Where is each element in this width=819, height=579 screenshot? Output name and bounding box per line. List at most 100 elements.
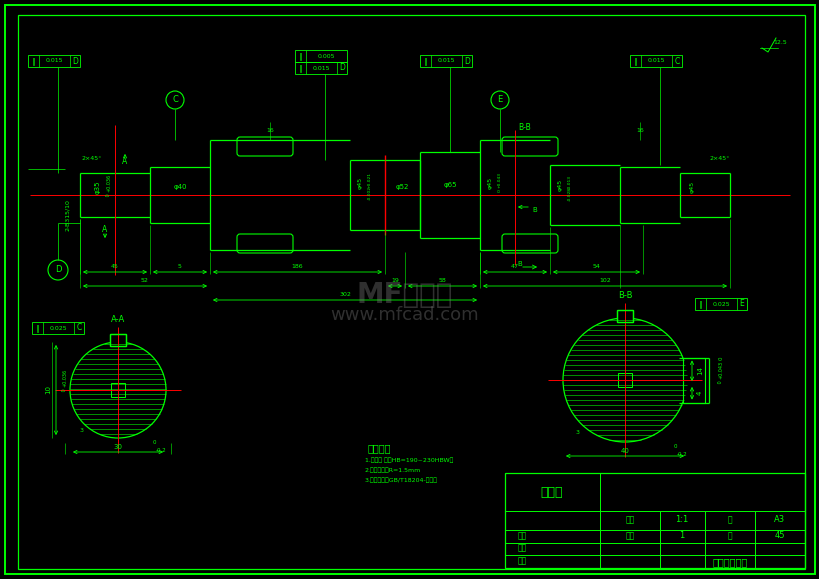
FancyBboxPatch shape: [237, 137, 292, 156]
Text: 输出轴: 输出轴: [540, 486, 563, 499]
Text: A: A: [122, 156, 128, 166]
Text: 47: 47: [510, 265, 518, 269]
Bar: [295, 62, 346, 74]
Text: +0.043: +0.043: [497, 172, 501, 188]
Text: E: E: [497, 96, 502, 104]
Text: ∥: ∥: [298, 52, 302, 60]
Text: C: C: [673, 57, 679, 65]
Text: 14: 14: [696, 367, 702, 375]
Text: φ65: φ65: [443, 182, 456, 188]
Text: 0.015: 0.015: [312, 65, 330, 71]
Bar: [629, 55, 681, 67]
Text: +0.036: +0.036: [62, 369, 67, 387]
Text: 30: 30: [113, 444, 122, 450]
Text: 0.015: 0.015: [647, 58, 664, 64]
Text: 0.015: 0.015: [46, 58, 63, 64]
Text: A: A: [102, 225, 107, 233]
Text: B: B: [532, 207, 536, 213]
Text: MF沐风网: MF沐风网: [356, 281, 453, 309]
Text: 1: 1: [679, 532, 684, 541]
Text: 版次: 版次: [625, 532, 634, 541]
Bar: [616, 310, 632, 322]
Text: 16: 16: [636, 127, 643, 133]
Text: 1.热处理 达到HB=190~230HBW．: 1.热处理 达到HB=190~230HBW．: [364, 457, 453, 463]
Text: 40: 40: [620, 448, 629, 454]
Text: E: E: [739, 299, 744, 309]
Text: 45: 45: [111, 265, 119, 269]
Text: 1:1: 1:1: [675, 515, 688, 525]
Text: +0.021: +0.021: [368, 172, 372, 188]
Text: 52: 52: [141, 278, 149, 284]
Text: A3: A3: [773, 515, 785, 525]
Text: 0: 0: [672, 445, 676, 449]
Text: φ52: φ52: [395, 184, 408, 190]
Text: 机械课程设计: 机械课程设计: [712, 557, 747, 567]
Text: -0.2: -0.2: [676, 452, 686, 456]
Text: ∥: ∥: [423, 57, 427, 65]
Text: +0.043: +0.043: [717, 361, 722, 379]
Text: ∥: ∥: [31, 57, 35, 65]
Bar: [419, 55, 472, 67]
Text: 2×45°: 2×45°: [82, 156, 102, 160]
Bar: [682, 357, 704, 402]
Text: 0: 0: [106, 193, 111, 201]
Text: 0: 0: [497, 189, 501, 196]
Text: 材料: 材料: [517, 532, 526, 541]
Text: 58: 58: [438, 278, 446, 284]
Text: -0.002: -0.002: [368, 186, 372, 200]
Text: 54: 54: [592, 265, 600, 269]
Text: 302: 302: [338, 292, 351, 298]
Text: φ40: φ40: [173, 184, 187, 190]
Bar: [295, 50, 346, 62]
Text: 102: 102: [599, 278, 610, 284]
Text: 批准: 批准: [517, 556, 526, 566]
Text: B-B: B-B: [518, 123, 531, 133]
Text: 技术要求: 技术要求: [368, 443, 391, 453]
Text: ∥: ∥: [633, 57, 636, 65]
Text: 3: 3: [575, 430, 579, 434]
Bar: [110, 334, 126, 346]
Bar: [695, 298, 746, 310]
Text: ∥: ∥: [35, 324, 39, 332]
Bar: [28, 55, 80, 67]
Text: 0: 0: [717, 380, 722, 388]
Text: 0.005: 0.005: [318, 53, 335, 58]
Text: 19: 19: [391, 278, 399, 284]
Text: B: B: [517, 261, 522, 267]
Text: φ45: φ45: [557, 179, 562, 191]
Text: 45: 45: [774, 532, 785, 541]
Text: D: D: [72, 57, 78, 65]
Text: 0.025: 0.025: [712, 302, 730, 306]
Text: 页: 页: [726, 532, 731, 541]
Text: 2.未注明圆觓R=1.5mm: 2.未注明圆觓R=1.5mm: [364, 467, 421, 473]
Text: C: C: [172, 96, 178, 104]
Text: φ45: φ45: [487, 177, 492, 189]
Text: -0.2: -0.2: [156, 448, 166, 453]
Text: A-A: A-A: [111, 316, 125, 324]
Text: 0: 0: [62, 388, 67, 396]
Text: 4: 4: [696, 391, 702, 395]
Text: ∥: ∥: [698, 299, 702, 309]
Bar: [111, 383, 124, 397]
Text: 3: 3: [80, 427, 84, 433]
Text: 5: 5: [178, 265, 182, 269]
Text: -0.028: -0.028: [568, 187, 572, 201]
Text: 0.015: 0.015: [437, 58, 455, 64]
Text: D: D: [338, 64, 345, 72]
Text: 10: 10: [45, 386, 51, 394]
Text: φ35: φ35: [95, 180, 101, 194]
Text: 0.025: 0.025: [50, 325, 67, 331]
Bar: [505, 473, 804, 568]
Text: D: D: [464, 57, 469, 65]
Text: 3.未注明公巪GB/T18204-未指定: 3.未注明公巪GB/T18204-未指定: [364, 477, 437, 483]
Text: C: C: [76, 324, 82, 332]
Text: 186: 186: [292, 265, 303, 269]
Text: ∥: ∥: [298, 64, 302, 72]
Text: B-B: B-B: [617, 291, 631, 301]
Text: www.mfcad.com: www.mfcad.com: [330, 306, 479, 324]
Text: -0.013: -0.013: [568, 175, 572, 189]
Text: 0: 0: [717, 356, 722, 360]
Text: 审核: 审核: [517, 544, 526, 552]
Text: 2-B315/10: 2-B315/10: [66, 199, 70, 231]
Text: +0.036: +0.036: [106, 174, 111, 192]
